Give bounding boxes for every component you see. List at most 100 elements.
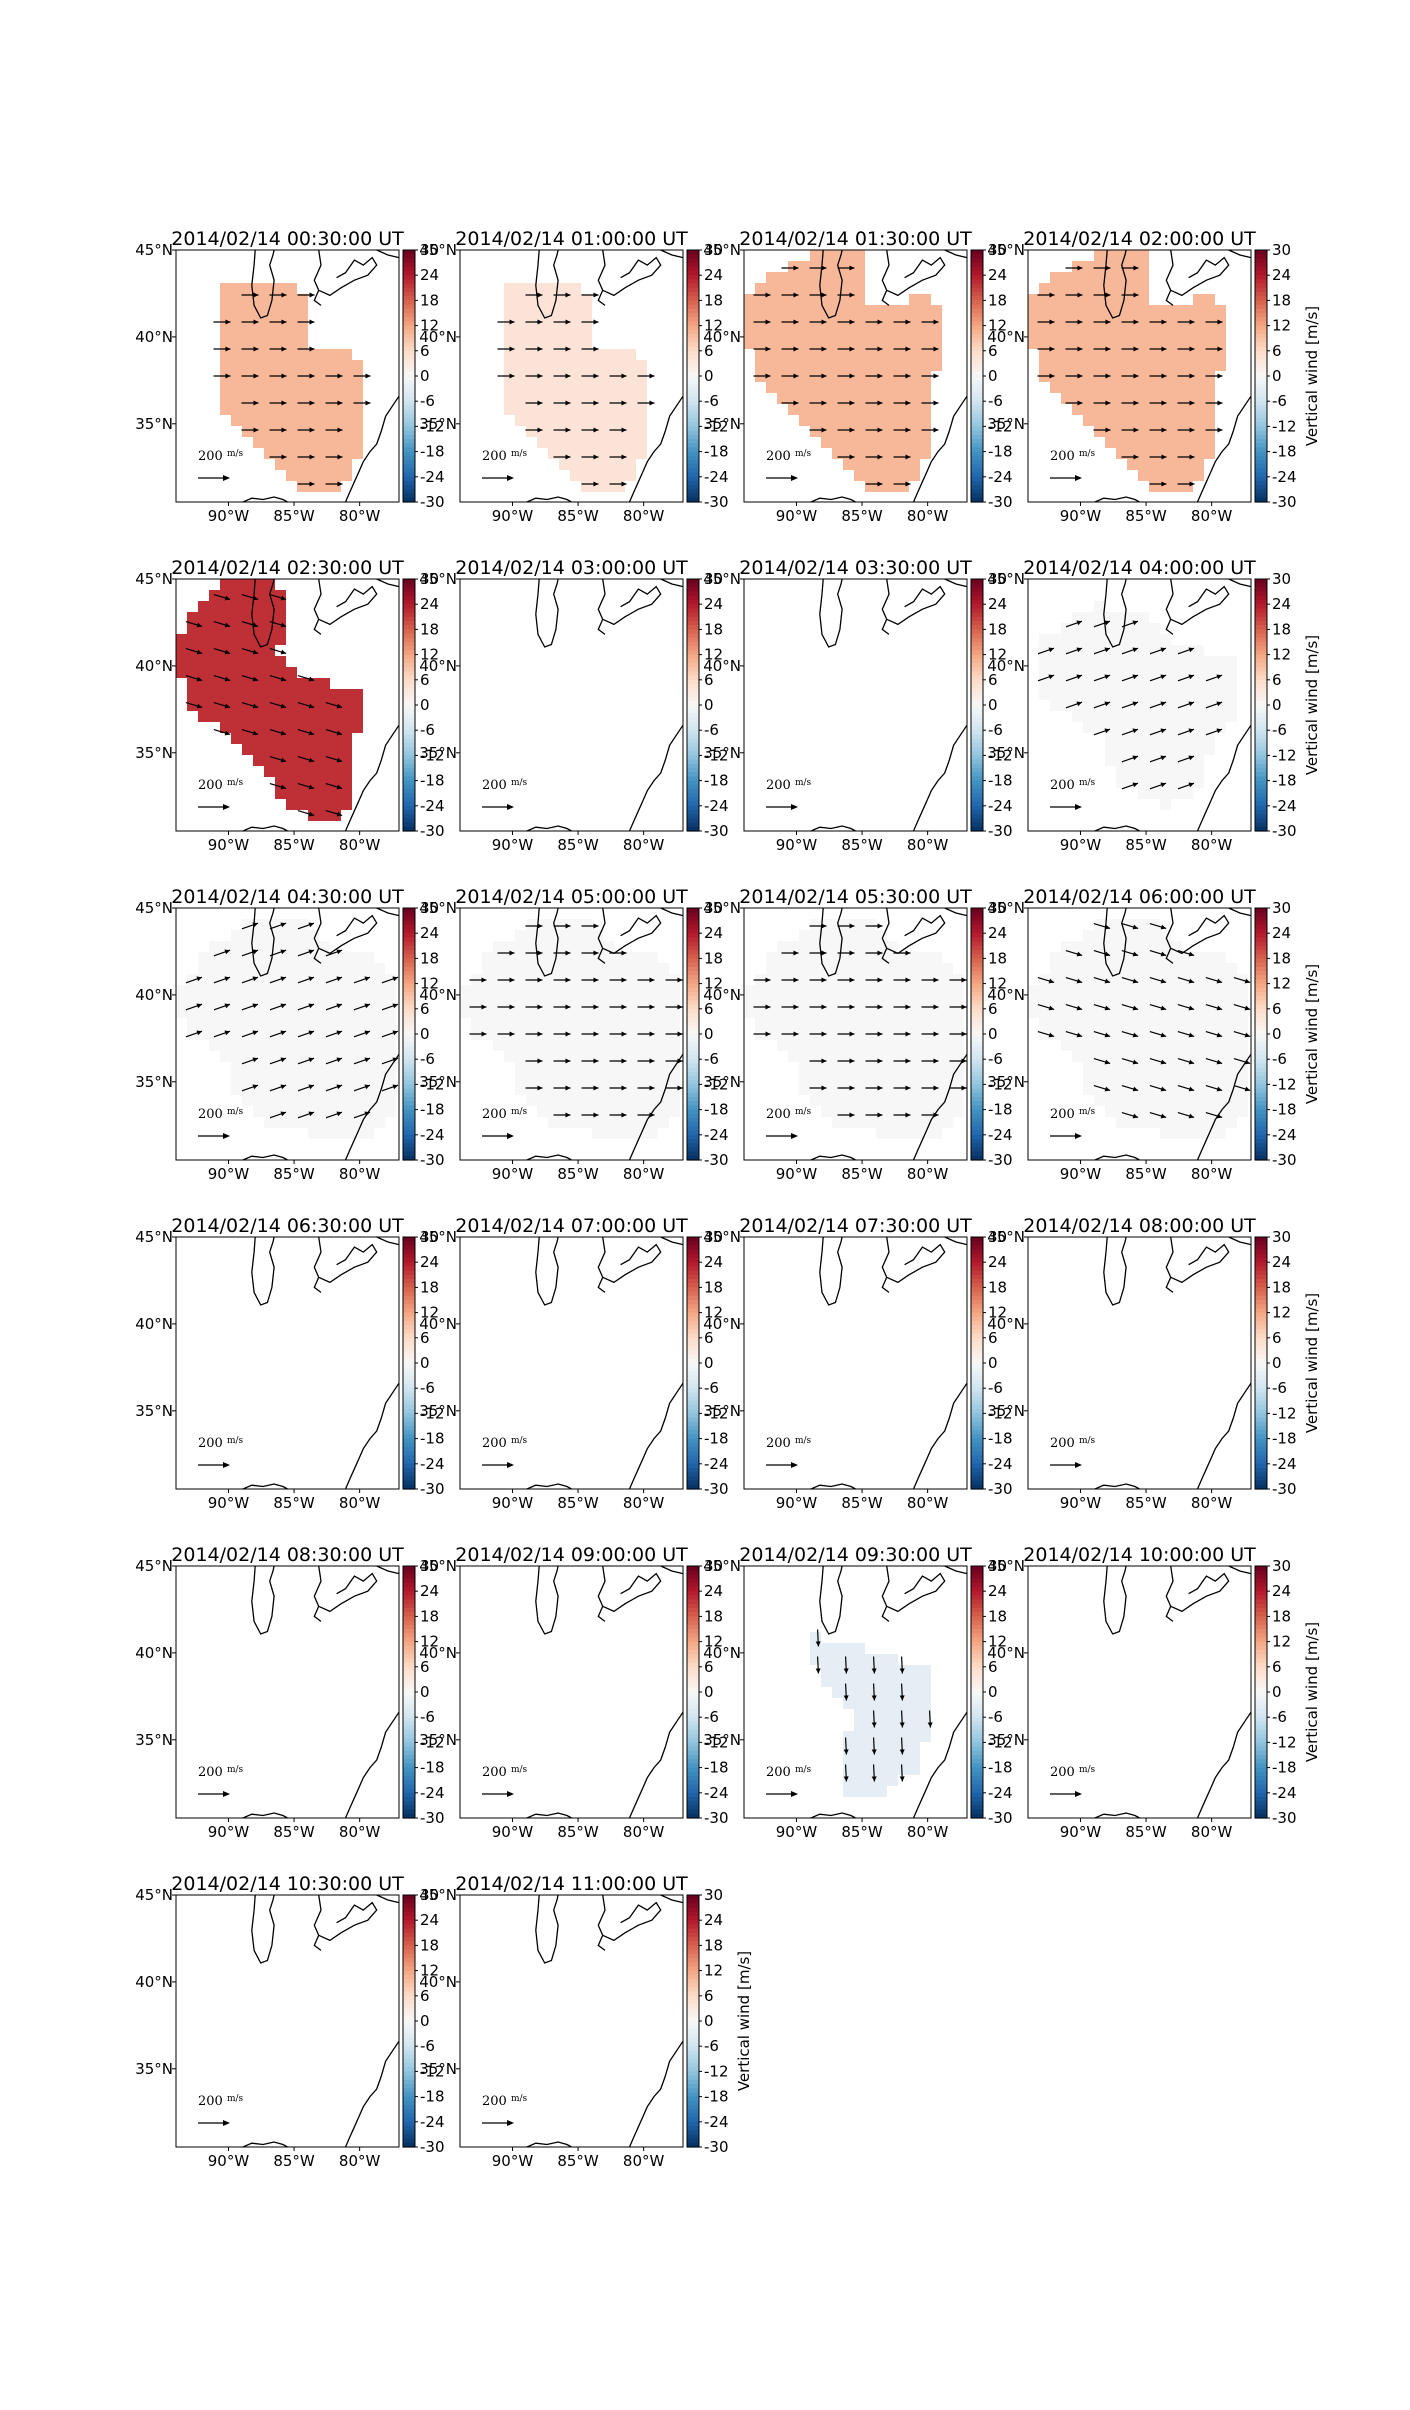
lon-tick-label: 85°W bbox=[557, 1494, 599, 1512]
wind-cell bbox=[581, 1117, 592, 1128]
colorbar-segment bbox=[971, 671, 983, 677]
wind-cell bbox=[625, 1029, 636, 1040]
colorbar-segment bbox=[1255, 637, 1267, 643]
wind-cell bbox=[253, 1029, 264, 1040]
wind-cell bbox=[1105, 689, 1116, 700]
colorbar-segment bbox=[687, 317, 699, 322]
wind-cell bbox=[1226, 985, 1237, 996]
wind-cell bbox=[843, 1084, 854, 1095]
wind-cell bbox=[220, 612, 231, 623]
wind-cell bbox=[1105, 1062, 1116, 1073]
colorbar-segment bbox=[687, 776, 699, 782]
panel-title: 2014/02/14 02:00:00 UT bbox=[1023, 228, 1256, 250]
wind-cell bbox=[319, 382, 330, 393]
wind-cell bbox=[526, 1018, 537, 1029]
colorbar-segment bbox=[1255, 1000, 1267, 1006]
wind-cell bbox=[898, 1106, 909, 1117]
colorbar-segment bbox=[687, 1375, 699, 1381]
wind-cell bbox=[297, 974, 308, 985]
wind-cell bbox=[1072, 985, 1083, 996]
colorbar-segment bbox=[687, 971, 699, 976]
wind-cell bbox=[603, 426, 614, 437]
wind-cell bbox=[363, 1073, 374, 1084]
wind-cell bbox=[460, 996, 471, 1007]
coastline bbox=[1196, 1382, 1252, 1490]
wind-cell bbox=[1072, 305, 1083, 316]
wind-cell bbox=[330, 1051, 341, 1062]
wind-cell bbox=[570, 437, 581, 448]
wind-cell bbox=[242, 426, 253, 437]
colorbar-segment bbox=[1255, 355, 1267, 360]
wind-cell bbox=[1149, 349, 1160, 360]
wind-cell bbox=[1171, 1073, 1182, 1084]
wind-arrow-head bbox=[1189, 427, 1195, 433]
wind-cell bbox=[559, 1062, 570, 1073]
colorbar-tick-label: -12 bbox=[1272, 746, 1297, 764]
wind-cell bbox=[931, 963, 942, 974]
colorbar-segment bbox=[971, 621, 983, 626]
wind-cell bbox=[1072, 393, 1083, 404]
wind-cell bbox=[942, 963, 953, 974]
lon-tick-label: 90°W bbox=[208, 836, 250, 854]
wind-cell bbox=[570, 470, 581, 481]
wind-cell bbox=[330, 722, 341, 733]
wind-cell bbox=[570, 1018, 581, 1029]
wind-cell bbox=[788, 272, 799, 283]
wind-cell bbox=[559, 1051, 570, 1062]
wind-cell bbox=[220, 327, 231, 338]
wind-cell bbox=[319, 393, 330, 404]
wind-cell bbox=[603, 1007, 614, 1018]
wind-cell bbox=[603, 360, 614, 371]
wind-cell bbox=[810, 305, 821, 316]
wind-cell bbox=[275, 1029, 286, 1040]
wind-cell bbox=[766, 963, 777, 974]
wind-cell bbox=[231, 338, 242, 349]
colorbar-segment bbox=[687, 481, 699, 486]
wind-cell bbox=[286, 1117, 297, 1128]
wind-cell bbox=[1182, 305, 1193, 316]
colorbar-tick-label: -24 bbox=[1272, 1126, 1297, 1144]
wind-cell bbox=[231, 382, 242, 393]
colorbar-segment bbox=[687, 675, 699, 681]
coastline bbox=[597, 619, 606, 635]
wind-cell bbox=[1182, 667, 1193, 678]
wind-cell bbox=[755, 294, 766, 305]
wind-cell bbox=[1039, 1018, 1050, 1029]
wind-cell bbox=[810, 360, 821, 371]
quiver-key-label: 200 m/s bbox=[482, 1107, 528, 1122]
wind-cell bbox=[669, 996, 680, 1007]
wind-arrow-head bbox=[280, 976, 287, 982]
wind-arrow-head bbox=[793, 319, 799, 325]
colorbar-segment bbox=[403, 1367, 415, 1372]
wind-arrow-head bbox=[961, 1031, 967, 1037]
colorbar-segment bbox=[403, 422, 415, 427]
panel-title: 2014/02/14 03:30:00 UT bbox=[739, 557, 972, 579]
wind-arrow-head bbox=[481, 1031, 487, 1037]
wind-arrow-head bbox=[821, 400, 827, 406]
colorbar-segment bbox=[687, 1105, 699, 1111]
wind-cell bbox=[253, 930, 264, 941]
coastline bbox=[1165, 249, 1230, 297]
wind-cell bbox=[482, 1029, 493, 1040]
colorbar-tick-label: 0 bbox=[420, 367, 430, 385]
wind-arrow-head bbox=[1188, 728, 1195, 734]
wind-cell bbox=[209, 656, 220, 667]
colorbar-segment bbox=[403, 1113, 415, 1119]
wind-cell bbox=[1171, 338, 1182, 349]
wind-cell bbox=[1050, 349, 1061, 360]
wind-cell bbox=[264, 448, 275, 459]
colorbar-segment bbox=[403, 1442, 415, 1448]
wind-cell bbox=[843, 985, 854, 996]
wind-cell bbox=[854, 996, 865, 1007]
wind-arrow-head bbox=[308, 757, 315, 763]
wind-cell bbox=[843, 1117, 854, 1128]
colorbar-segment bbox=[687, 342, 699, 348]
colorbar-segment bbox=[1255, 1105, 1267, 1111]
wind-cell bbox=[832, 437, 843, 448]
wind-cell bbox=[363, 1084, 374, 1095]
colorbar-segment bbox=[971, 1367, 983, 1372]
colorbar-segment bbox=[1255, 612, 1267, 618]
wind-cell bbox=[832, 941, 843, 952]
wind-arrow-head bbox=[336, 811, 343, 817]
